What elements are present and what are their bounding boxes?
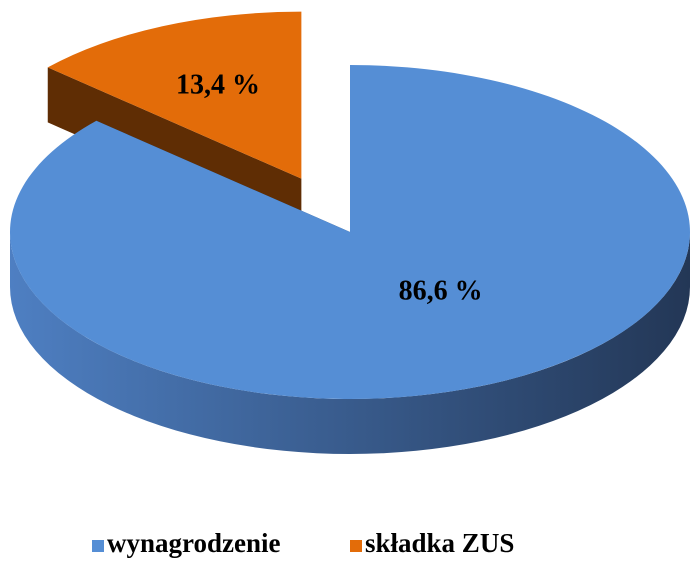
data-label: 13,4 %: [176, 70, 260, 101]
slice-side: [10, 232, 690, 454]
slice: [47, 11, 302, 179]
legend-label: składka ZUS: [365, 528, 514, 558]
slice: [9, 65, 690, 399]
data-label: 86,6 %: [399, 275, 483, 306]
legend-swatch: [350, 540, 362, 552]
legend-label: wynagrodzenie: [107, 528, 281, 558]
legend-swatch: [92, 540, 104, 552]
